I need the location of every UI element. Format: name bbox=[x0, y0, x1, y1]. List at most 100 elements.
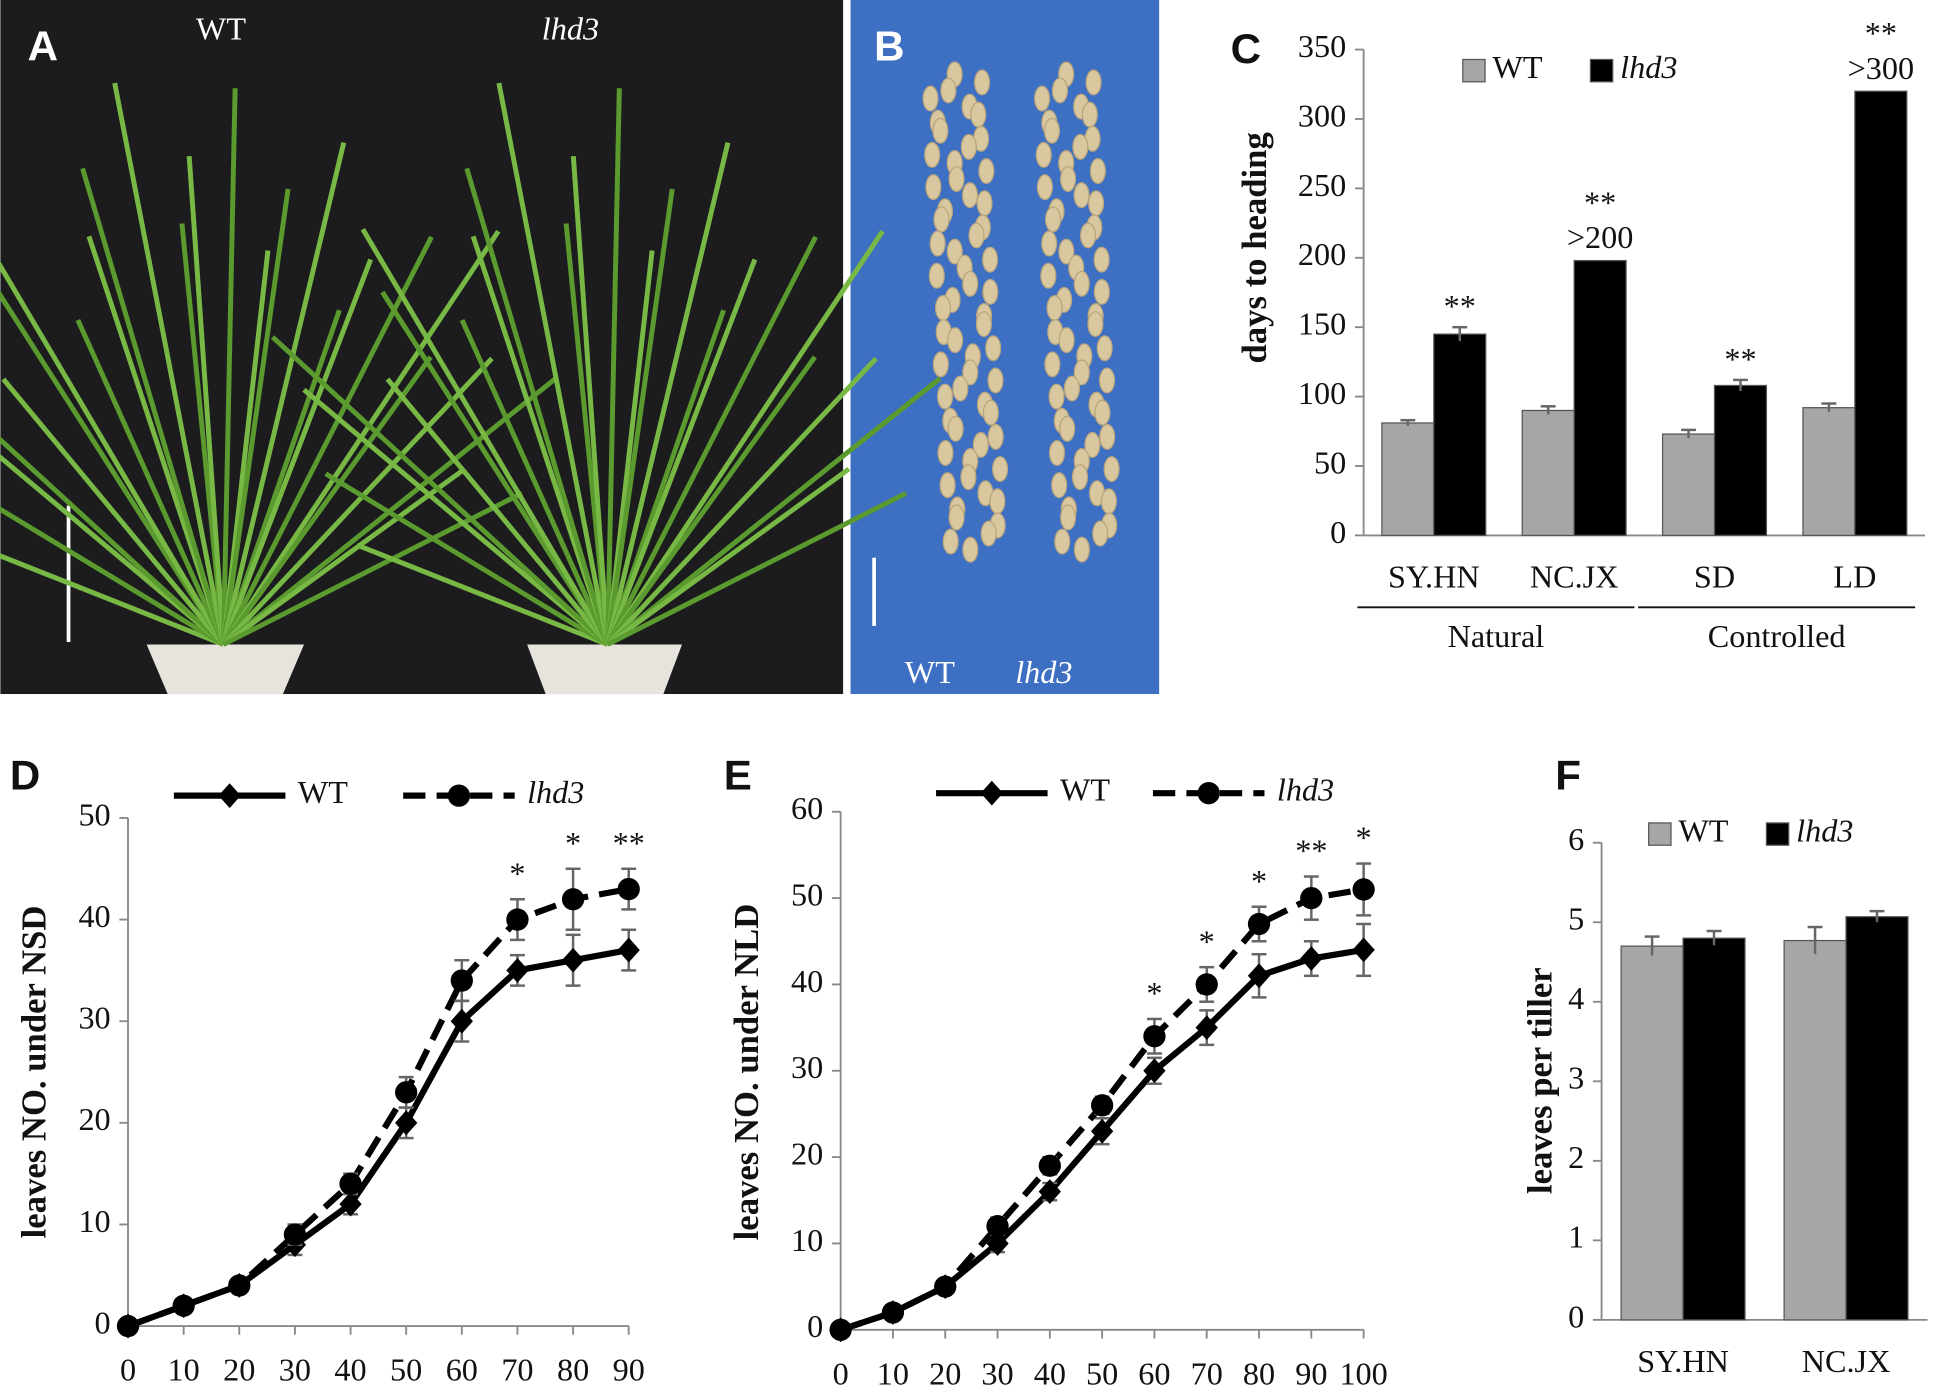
marker bbox=[228, 1274, 251, 1297]
grain bbox=[1073, 270, 1090, 297]
significance: * bbox=[1251, 863, 1267, 899]
leaf bbox=[0, 436, 226, 647]
grain bbox=[1063, 375, 1080, 402]
grain bbox=[929, 230, 946, 257]
grain bbox=[974, 69, 991, 96]
bar bbox=[1713, 384, 1768, 537]
grain bbox=[1093, 278, 1110, 305]
marker bbox=[934, 1275, 957, 1298]
marker bbox=[450, 969, 473, 992]
legend-label: WT bbox=[1678, 812, 1728, 848]
legend-label: lhd3 bbox=[1620, 49, 1677, 85]
significance: ** bbox=[1865, 15, 1897, 51]
y-tick-label: 40 bbox=[791, 963, 823, 999]
bar bbox=[1381, 422, 1435, 537]
grain bbox=[1098, 367, 1116, 394]
leaf bbox=[459, 318, 610, 646]
grain bbox=[922, 85, 939, 112]
y-axis-title: leaves NO. under NSD bbox=[15, 906, 54, 1239]
leaf bbox=[606, 376, 942, 647]
bar bbox=[1682, 937, 1746, 1321]
marker bbox=[1143, 1025, 1166, 1048]
leaf bbox=[221, 142, 347, 646]
grain bbox=[1041, 230, 1058, 257]
leaf bbox=[0, 553, 225, 647]
leaf bbox=[605, 235, 818, 646]
x-tick-label: 50 bbox=[390, 1352, 422, 1388]
grain bbox=[1084, 431, 1101, 458]
leaf bbox=[0, 260, 226, 646]
y-tick-label: 50 bbox=[1314, 444, 1346, 480]
x-tick-label: 80 bbox=[557, 1352, 589, 1388]
grain bbox=[1087, 311, 1104, 338]
marker bbox=[283, 1223, 307, 1246]
marker bbox=[116, 1314, 140, 1338]
x-tick-label: 50 bbox=[1086, 1355, 1118, 1391]
marker bbox=[172, 1294, 195, 1317]
x-tick-label: 100 bbox=[1339, 1355, 1387, 1391]
bar bbox=[1521, 409, 1575, 537]
grain bbox=[976, 190, 993, 217]
bar bbox=[1433, 333, 1487, 537]
y-tick-label: 0 bbox=[95, 1304, 111, 1340]
x-tick-label: 0 bbox=[120, 1352, 136, 1388]
y-axis-title: days to heading bbox=[1235, 132, 1274, 363]
grain bbox=[1079, 222, 1097, 249]
significance: ** bbox=[613, 825, 645, 861]
legend-label: lhd3 bbox=[1277, 772, 1334, 808]
y-tick-label: 10 bbox=[791, 1222, 823, 1258]
significance: ** bbox=[1584, 184, 1616, 220]
grain bbox=[1054, 528, 1071, 555]
leaf bbox=[496, 82, 611, 645]
marker bbox=[1090, 1094, 1114, 1117]
grain bbox=[948, 166, 965, 193]
grain bbox=[982, 278, 999, 305]
leaf bbox=[0, 506, 225, 647]
grain bbox=[1040, 262, 1057, 289]
leaf bbox=[221, 467, 467, 647]
grain bbox=[1048, 383, 1065, 410]
leaf bbox=[570, 155, 611, 645]
leaf bbox=[75, 318, 226, 646]
y-tick-label: 60 bbox=[791, 790, 823, 826]
legend-swatch bbox=[1765, 822, 1790, 846]
leaf bbox=[270, 335, 610, 647]
marker bbox=[506, 957, 529, 983]
legend-label: WT bbox=[1493, 49, 1543, 85]
y-tick-label: 350 bbox=[1298, 28, 1346, 64]
y-tick-label: 100 bbox=[1298, 375, 1346, 411]
grain bbox=[1035, 141, 1052, 168]
y-tick-label: 300 bbox=[1298, 97, 1346, 133]
leaf bbox=[606, 491, 908, 647]
leaf bbox=[606, 467, 851, 647]
grain bbox=[940, 77, 957, 104]
grain bbox=[1094, 399, 1111, 426]
y-tick-label: 50 bbox=[791, 876, 823, 912]
x-tick-label: 60 bbox=[1138, 1355, 1170, 1391]
grain bbox=[1051, 77, 1069, 104]
grain bbox=[1048, 439, 1066, 466]
grain bbox=[1073, 536, 1090, 563]
marker bbox=[1197, 782, 1220, 805]
legend-label: lhd3 bbox=[1796, 812, 1853, 848]
grain bbox=[1088, 190, 1105, 217]
leaf bbox=[0, 290, 226, 646]
grain bbox=[962, 536, 979, 563]
grain bbox=[1085, 69, 1102, 96]
x-tick-label: 20 bbox=[223, 1352, 255, 1388]
y-tick-label: 30 bbox=[791, 1049, 823, 1085]
y-tick-label: 2 bbox=[1568, 1139, 1584, 1175]
y-tick-label: 50 bbox=[78, 796, 110, 832]
significance: ** bbox=[1295, 833, 1327, 869]
x-tick-label: SY.HN bbox=[1637, 1343, 1729, 1379]
grain bbox=[962, 359, 979, 386]
leaf bbox=[360, 228, 610, 646]
grain bbox=[925, 174, 942, 201]
x-tick-label: 90 bbox=[613, 1352, 645, 1388]
x-tick-label: NC.JX bbox=[1802, 1343, 1891, 1379]
legend-label: WT bbox=[298, 774, 348, 810]
y-tick-label: 150 bbox=[1298, 306, 1346, 342]
grain bbox=[960, 464, 977, 491]
y-tick-label: 20 bbox=[78, 1101, 110, 1137]
